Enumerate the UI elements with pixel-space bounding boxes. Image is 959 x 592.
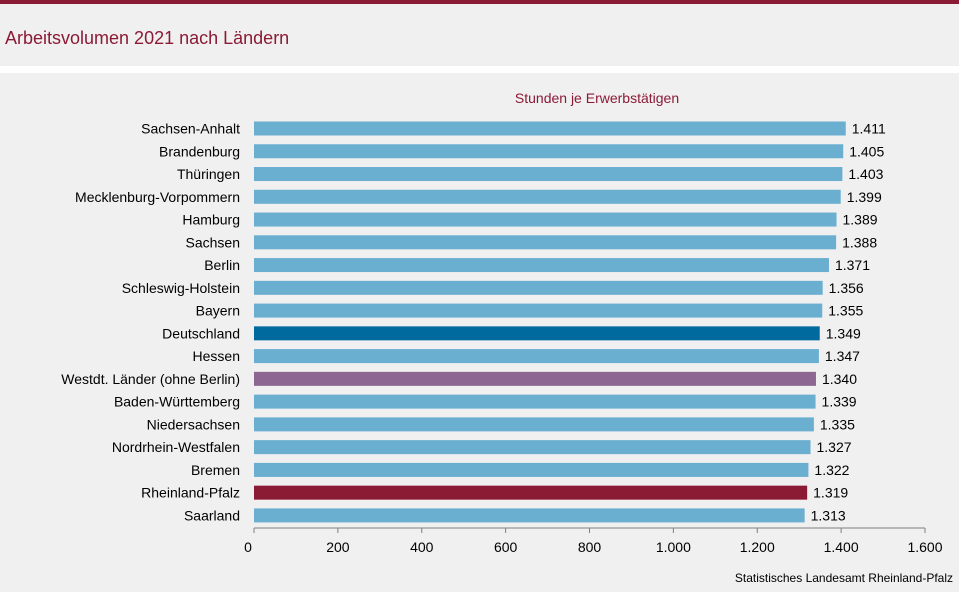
bar-schleswig-holstein	[254, 280, 823, 295]
category-label: Bayern	[196, 303, 240, 319]
bars-group: Sachsen-Anhalt 1.411 Brandenburg 1.405 Thüri…	[61, 121, 886, 524]
value-label: 1.327	[817, 439, 852, 455]
x-axis: 0 200 400 600 800 1.000 1.200 1.400 1.600	[244, 527, 943, 555]
chart-title: Stunden je Erwerbstätigen	[515, 90, 679, 106]
bar-saarland	[254, 508, 805, 523]
bar-nordrhein-westfalen	[254, 440, 811, 455]
value-label: 1.322	[814, 462, 849, 478]
category-label: Niedersachsen	[147, 416, 240, 432]
value-label: 1.340	[822, 371, 857, 387]
value-label: 1.347	[825, 348, 860, 364]
category-label: Hessen	[193, 348, 240, 364]
value-label: 1.349	[826, 325, 861, 341]
header: Arbeitsvolumen 2021 nach Ländern	[0, 4, 959, 66]
bar-thüringen	[254, 167, 843, 182]
bar-niedersachsen	[254, 417, 814, 432]
bar-sachsen-anhalt	[254, 121, 846, 136]
category-label: Nordrhein-Westfalen	[112, 439, 240, 455]
bar-brandenburg	[254, 144, 844, 159]
bar-bremen	[254, 462, 809, 477]
bar-sachsen	[254, 235, 837, 250]
value-label: 1.405	[849, 143, 884, 159]
x-tick-label: 800	[578, 539, 602, 555]
value-label: 1.389	[843, 212, 878, 228]
x-tick-label: 400	[410, 539, 434, 555]
category-label: Schleswig-Holstein	[122, 280, 240, 296]
value-label: 1.356	[829, 280, 864, 296]
bar-bayern	[254, 303, 823, 318]
bar-berlin	[254, 258, 829, 273]
category-label: Sachsen-Anhalt	[141, 121, 240, 137]
category-label: Berlin	[204, 257, 240, 273]
category-label: Hamburg	[182, 212, 240, 228]
value-label: 1.388	[842, 234, 877, 250]
category-label: Thüringen	[177, 166, 240, 182]
page-title: Arbeitsvolumen 2021 nach Ländern	[5, 28, 290, 48]
bar-baden-württemberg	[254, 394, 816, 409]
x-tick-label: 1.200	[740, 539, 775, 555]
bar-westdt-länder-ohne-berlin	[254, 371, 816, 386]
header-divider	[0, 66, 959, 73]
x-tick-label: 0	[244, 539, 252, 555]
category-label: Rheinland-Pfalz	[141, 485, 240, 501]
category-label: Baden-Württemberg	[114, 394, 240, 410]
value-label: 1.355	[828, 303, 863, 319]
bar-mecklenburg-vorpommern	[254, 189, 841, 204]
category-label: Deutschland	[162, 325, 240, 341]
bar-rheinland-pfalz	[254, 485, 808, 500]
bar-hamburg	[254, 212, 837, 227]
value-label: 1.411	[852, 121, 886, 137]
value-label: 1.313	[811, 507, 846, 523]
bar-deutschland	[254, 326, 820, 341]
x-tick-label: 600	[494, 539, 518, 555]
bar-hessen	[254, 349, 819, 364]
x-tick-label: 1.000	[656, 539, 691, 555]
value-label: 1.399	[847, 189, 882, 205]
category-label: Westdt. Länder (ohne Berlin)	[61, 371, 240, 387]
category-label: Mecklenburg-Vorpommern	[75, 189, 240, 205]
x-tick-label: 1.400	[824, 539, 859, 555]
category-label: Saarland	[184, 507, 240, 523]
category-label: Brandenburg	[159, 143, 240, 159]
value-label: 1.403	[848, 166, 883, 182]
value-label: 1.371	[835, 257, 870, 273]
x-tick-label: 200	[326, 539, 350, 555]
value-label: 1.319	[813, 485, 848, 501]
x-tick-label: 1.600	[907, 539, 942, 555]
source-note: Statistisches Landesamt Rheinland-Pfalz	[734, 571, 953, 585]
category-label: Bremen	[191, 462, 240, 478]
top-accent-bar	[0, 0, 959, 4]
value-label: 1.335	[820, 416, 855, 432]
category-label: Sachsen	[186, 234, 240, 250]
value-label: 1.339	[822, 394, 857, 410]
